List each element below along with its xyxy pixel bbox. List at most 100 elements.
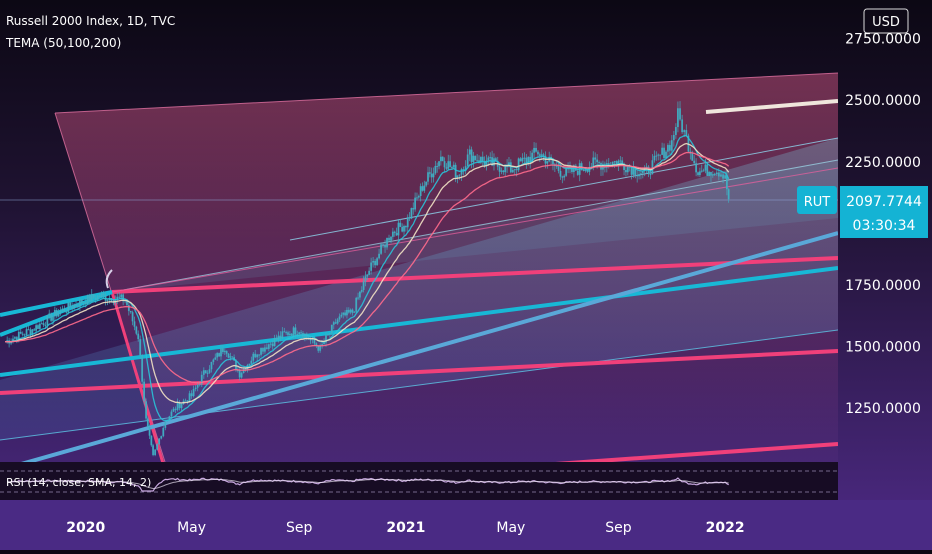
- candle: [290, 333, 293, 337]
- candle: [342, 312, 345, 319]
- candle: [432, 167, 435, 183]
- candle: [529, 150, 532, 169]
- candle: [722, 172, 724, 184]
- candle: [386, 237, 388, 250]
- candle: [148, 424, 151, 439]
- candle: [216, 352, 219, 361]
- candle: [206, 370, 209, 378]
- candle: [651, 154, 654, 175]
- rsi-ma-line: [7, 478, 729, 490]
- candle: [430, 167, 433, 183]
- candle: [300, 330, 302, 337]
- candle: [681, 114, 684, 134]
- candle: [401, 223, 404, 233]
- candle: [141, 354, 144, 385]
- candle: [192, 385, 195, 398]
- candle: [194, 385, 197, 392]
- candle: [37, 323, 39, 330]
- candle: [340, 312, 343, 318]
- indicator-label[interactable]: TEMA (50,100,200): [5, 36, 121, 50]
- candle: [262, 347, 264, 355]
- tema-200-line: [5, 151, 730, 384]
- time-axis[interactable]: 2020 May Sep 2021 May Sep 2022: [66, 520, 744, 536]
- candle: [359, 290, 361, 300]
- candle: [212, 358, 215, 365]
- candle: [31, 329, 34, 337]
- candle: [525, 153, 528, 169]
- candle: [404, 225, 407, 232]
- candle: [378, 248, 380, 260]
- candle: [240, 371, 243, 379]
- candle: [190, 390, 193, 399]
- candle: [523, 152, 526, 164]
- candle: [325, 331, 327, 347]
- candle: [708, 170, 711, 177]
- candle: [116, 292, 119, 305]
- candle: [202, 367, 205, 379]
- candle: [594, 152, 597, 165]
- candle: [53, 306, 56, 321]
- candle: [399, 219, 402, 228]
- candle: [353, 311, 356, 313]
- candle: [184, 398, 187, 402]
- candle: [372, 257, 375, 268]
- candle: [472, 151, 475, 168]
- candle: [347, 307, 350, 314]
- candle: [357, 292, 359, 301]
- currency-button[interactable]: USD: [863, 8, 909, 34]
- symbol-title[interactable]: Russell 2000 Index, 1D, TVC: [6, 14, 175, 28]
- candle: [653, 150, 656, 163]
- candle: [19, 327, 22, 335]
- pitchfork-upper-edge: [54, 72, 838, 114]
- candle: [700, 164, 703, 173]
- candle: [711, 170, 714, 178]
- currency-label[interactable]: USD: [872, 15, 900, 30]
- candle: [452, 161, 455, 168]
- candle: [220, 344, 222, 360]
- cyan-trendline-1: [0, 266, 838, 377]
- pivot-arc: [105, 269, 113, 289]
- candle: [25, 326, 28, 336]
- pink-trendline-3: [555, 442, 838, 462]
- candle: [698, 167, 701, 178]
- pink-descending-line: [110, 291, 165, 462]
- candle: [256, 353, 259, 362]
- candle: [158, 437, 161, 445]
- candle: [275, 334, 278, 341]
- candle: [120, 293, 123, 301]
- candle: [364, 271, 367, 287]
- candle: [441, 156, 444, 162]
- candle: [466, 148, 469, 168]
- candle: [33, 327, 36, 331]
- candle: [254, 349, 257, 359]
- candle: [98, 293, 101, 298]
- time-axis-background: [0, 500, 932, 550]
- candle: [659, 154, 662, 161]
- candle: [170, 409, 173, 418]
- candle: [102, 290, 105, 299]
- candle: [663, 143, 665, 159]
- candle: [80, 299, 83, 304]
- candle: [474, 155, 477, 161]
- candle: [252, 352, 255, 364]
- candle: [727, 188, 730, 203]
- price-axis[interactable]: 2750.0000 2500.0000 2250.0000 1750.0000 1500…: [845, 32, 921, 417]
- y-tick-label: 1750.0000: [845, 278, 921, 294]
- candle: [655, 151, 658, 161]
- candle: [521, 153, 524, 164]
- candle: [336, 317, 339, 325]
- candle: [154, 449, 157, 457]
- candle: [188, 390, 191, 403]
- candle: [73, 303, 76, 310]
- y-tick-label: 2250.0000: [845, 155, 921, 171]
- candle: [338, 313, 341, 323]
- candle: [355, 296, 358, 314]
- last-price-badge: RUT 2097.7744 03:30:34: [797, 186, 928, 238]
- candle: [264, 344, 266, 354]
- candle: [412, 202, 415, 215]
- candle: [380, 242, 382, 255]
- candle: [360, 286, 363, 294]
- candle: [334, 318, 337, 325]
- candle: [204, 370, 207, 374]
